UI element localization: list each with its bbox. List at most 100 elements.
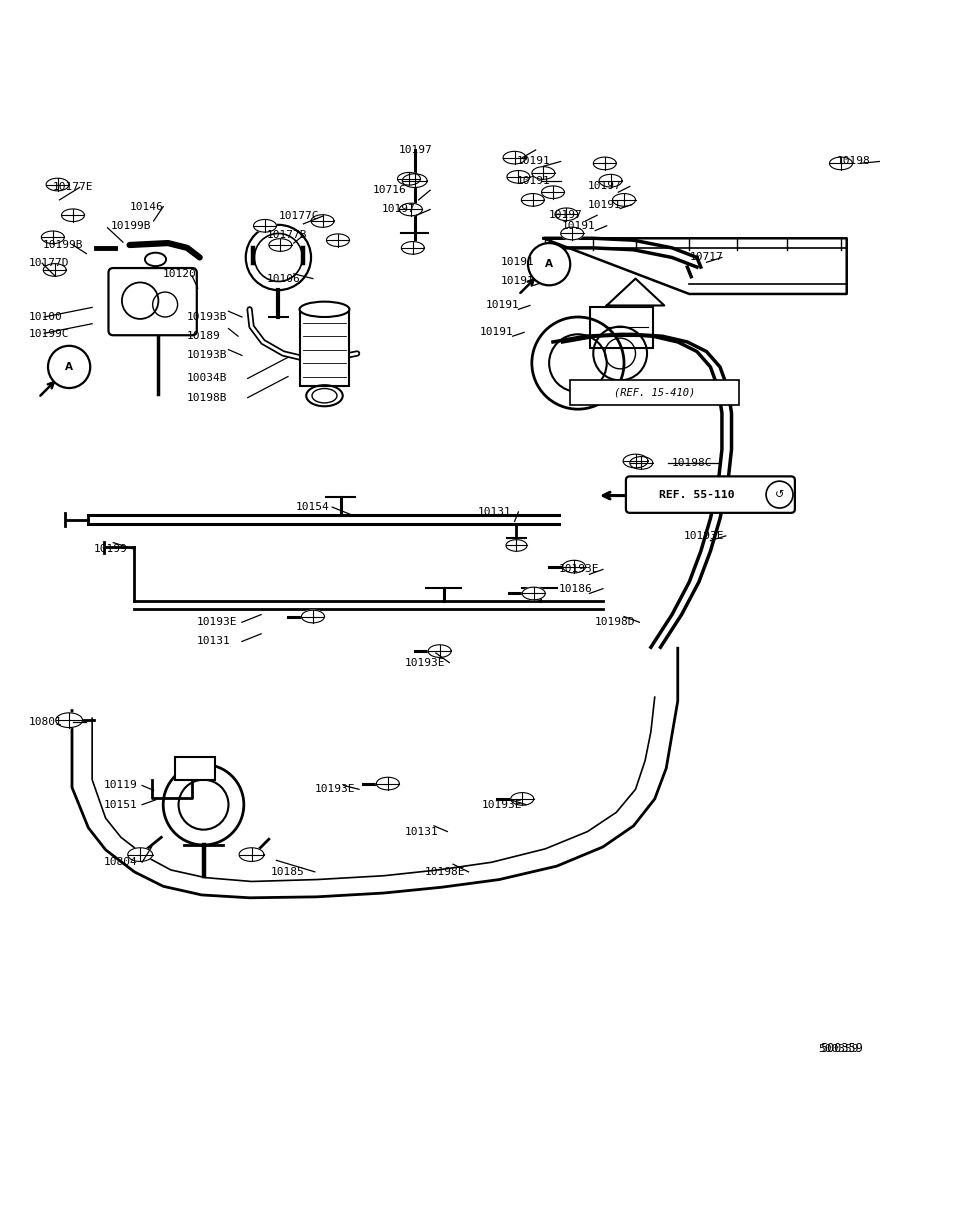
Text: 10717: 10717	[689, 253, 723, 263]
Polygon shape	[630, 456, 653, 469]
Text: 10191: 10191	[501, 276, 535, 287]
Polygon shape	[623, 454, 648, 468]
Polygon shape	[326, 234, 349, 247]
Text: 10177B: 10177B	[267, 230, 307, 241]
Text: 10106: 10106	[267, 273, 300, 283]
Text: 10131: 10131	[478, 507, 512, 517]
Text: 10191: 10191	[501, 258, 535, 267]
Polygon shape	[521, 194, 544, 206]
Text: 10193E: 10193E	[315, 784, 355, 794]
Text: 10151: 10151	[104, 800, 137, 809]
Polygon shape	[128, 848, 153, 862]
Text: 10189: 10189	[187, 332, 221, 341]
Polygon shape	[41, 231, 64, 243]
Text: 10193E: 10193E	[405, 657, 445, 668]
Polygon shape	[555, 208, 578, 220]
Polygon shape	[428, 645, 451, 657]
FancyBboxPatch shape	[175, 756, 215, 779]
Text: 10034B: 10034B	[187, 374, 228, 384]
Text: 10191: 10191	[516, 156, 550, 167]
Polygon shape	[532, 167, 555, 179]
Polygon shape	[599, 174, 622, 188]
Text: 10146: 10146	[130, 202, 163, 212]
Polygon shape	[607, 278, 664, 305]
Text: 10193B: 10193B	[187, 312, 228, 322]
Circle shape	[48, 346, 90, 388]
Polygon shape	[61, 209, 84, 221]
Text: 10131: 10131	[405, 826, 439, 836]
Text: 10198B: 10198B	[187, 392, 228, 403]
Text: 10197: 10197	[549, 211, 583, 220]
Text: 10193E: 10193E	[684, 531, 724, 541]
Polygon shape	[401, 242, 424, 254]
Text: 10177E: 10177E	[53, 183, 93, 192]
Text: 10716: 10716	[372, 185, 406, 195]
Text: 10120: 10120	[163, 269, 197, 278]
FancyBboxPatch shape	[108, 269, 197, 335]
FancyBboxPatch shape	[570, 380, 739, 405]
Polygon shape	[43, 264, 66, 276]
Text: 10191: 10191	[486, 300, 519, 311]
Polygon shape	[503, 151, 526, 165]
Text: 10198E: 10198E	[424, 866, 465, 877]
FancyBboxPatch shape	[590, 307, 653, 347]
Polygon shape	[522, 587, 545, 600]
Text: 10154: 10154	[296, 502, 329, 512]
Polygon shape	[561, 227, 584, 240]
Polygon shape	[593, 157, 616, 169]
Text: 10198: 10198	[837, 156, 871, 167]
Polygon shape	[301, 610, 324, 623]
Polygon shape	[612, 194, 636, 206]
Text: 10193E: 10193E	[197, 617, 237, 627]
Circle shape	[528, 243, 570, 286]
Polygon shape	[56, 713, 83, 727]
Text: 500359: 500359	[820, 1042, 863, 1055]
Text: 10198D: 10198D	[595, 617, 636, 627]
Text: 10131: 10131	[197, 636, 230, 646]
Polygon shape	[46, 178, 69, 191]
Text: 10199B: 10199B	[43, 240, 84, 250]
Text: 10199C: 10199C	[29, 329, 69, 339]
Text: 10191: 10191	[516, 175, 550, 185]
Text: 10199B: 10199B	[110, 220, 151, 231]
Text: 10191: 10191	[480, 328, 514, 338]
Polygon shape	[402, 174, 427, 188]
Text: REF. 55-110: REF. 55-110	[660, 490, 734, 500]
Text: 10199: 10199	[94, 544, 128, 554]
Polygon shape	[269, 238, 292, 252]
Text: 10801: 10801	[29, 718, 62, 727]
Polygon shape	[397, 173, 420, 185]
Text: 500359: 500359	[818, 1043, 858, 1054]
Polygon shape	[541, 186, 564, 198]
Polygon shape	[253, 219, 276, 232]
Text: 10191: 10191	[562, 220, 595, 231]
FancyBboxPatch shape	[626, 477, 795, 513]
Text: 10177D: 10177D	[29, 258, 69, 269]
Polygon shape	[511, 793, 534, 805]
Text: 10119: 10119	[104, 780, 137, 790]
Text: 10804: 10804	[104, 857, 137, 868]
FancyBboxPatch shape	[300, 310, 349, 386]
Text: 10193B: 10193B	[187, 351, 228, 361]
Text: A: A	[65, 362, 73, 371]
Text: 10193E: 10193E	[559, 565, 599, 575]
Text: ↺: ↺	[775, 490, 784, 500]
Text: (REF. 15-410): (REF. 15-410)	[614, 388, 695, 398]
Text: 10186: 10186	[559, 583, 592, 594]
Polygon shape	[829, 157, 852, 169]
Polygon shape	[507, 171, 530, 183]
Text: A: A	[545, 259, 553, 269]
Polygon shape	[376, 777, 399, 790]
Ellipse shape	[300, 301, 349, 317]
Polygon shape	[311, 214, 334, 227]
Text: 10177C: 10177C	[278, 212, 319, 221]
Polygon shape	[506, 540, 527, 552]
Text: 10197: 10197	[588, 182, 621, 191]
Text: 10100: 10100	[29, 312, 62, 322]
Text: 10198C: 10198C	[672, 457, 712, 468]
Text: 10197: 10197	[398, 145, 432, 155]
Text: 10197: 10197	[382, 204, 416, 214]
Polygon shape	[239, 848, 264, 862]
Text: 10191: 10191	[588, 200, 621, 209]
Polygon shape	[563, 560, 586, 572]
